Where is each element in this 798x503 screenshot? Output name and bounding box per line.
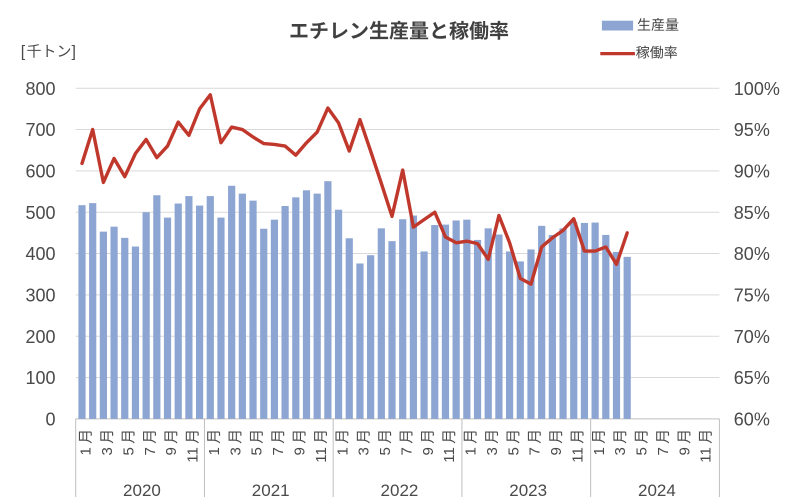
svg-text:7: 7 [270,447,287,455]
svg-text:2024: 2024 [638,481,676,500]
svg-text:11: 11 [441,447,458,463]
svg-text:200: 200 [25,327,55,347]
svg-text:70%: 70% [734,327,770,347]
svg-text:85%: 85% [734,203,770,223]
svg-text:9: 9 [420,447,437,455]
svg-text:2022: 2022 [381,481,419,500]
svg-text:3: 3 [227,447,244,455]
svg-text:7: 7 [655,447,672,455]
svg-text:2021: 2021 [252,481,290,500]
svg-text:[: [ [21,44,26,61]
svg-text:3: 3 [99,447,116,455]
svg-text:5: 5 [505,447,522,455]
svg-text:0: 0 [45,410,55,430]
svg-text:9: 9 [548,447,565,455]
svg-text:90%: 90% [734,161,770,181]
svg-text:100%: 100% [734,79,780,99]
svg-text:5: 5 [634,447,651,455]
svg-text:7: 7 [398,447,415,455]
svg-text:11: 11 [569,447,586,463]
svg-text:95%: 95% [734,120,770,140]
svg-text:11: 11 [698,447,715,463]
svg-text:1: 1 [463,447,480,455]
svg-text:3: 3 [356,447,373,455]
svg-text:2023: 2023 [509,481,547,500]
svg-text:11: 11 [185,447,202,463]
svg-text:300: 300 [25,285,55,305]
svg-text:1: 1 [591,447,608,455]
svg-text:60%: 60% [734,410,770,430]
svg-text:5: 5 [120,447,137,455]
svg-text:3: 3 [612,447,629,455]
svg-text:1: 1 [206,447,223,455]
svg-text:80%: 80% [734,244,770,264]
svg-text:1: 1 [334,447,351,455]
svg-text:]: ] [72,44,76,61]
svg-text:500: 500 [25,203,55,223]
svg-text:9: 9 [163,447,180,455]
svg-text:65%: 65% [734,368,770,388]
svg-text:700: 700 [25,120,55,140]
svg-text:7: 7 [527,447,544,455]
svg-text:75%: 75% [734,285,770,305]
svg-text:7: 7 [142,447,159,455]
svg-text:5: 5 [377,447,394,455]
svg-text:3: 3 [484,447,501,455]
svg-text:1: 1 [78,447,95,455]
svg-text:9: 9 [292,447,309,455]
svg-text:5: 5 [249,447,266,455]
svg-text:600: 600 [25,161,55,181]
svg-text:100: 100 [25,368,55,388]
svg-text:800: 800 [25,79,55,99]
svg-text:400: 400 [25,244,55,264]
svg-text:11: 11 [313,447,330,463]
svg-text:2020: 2020 [123,481,161,500]
svg-text:9: 9 [676,447,693,455]
